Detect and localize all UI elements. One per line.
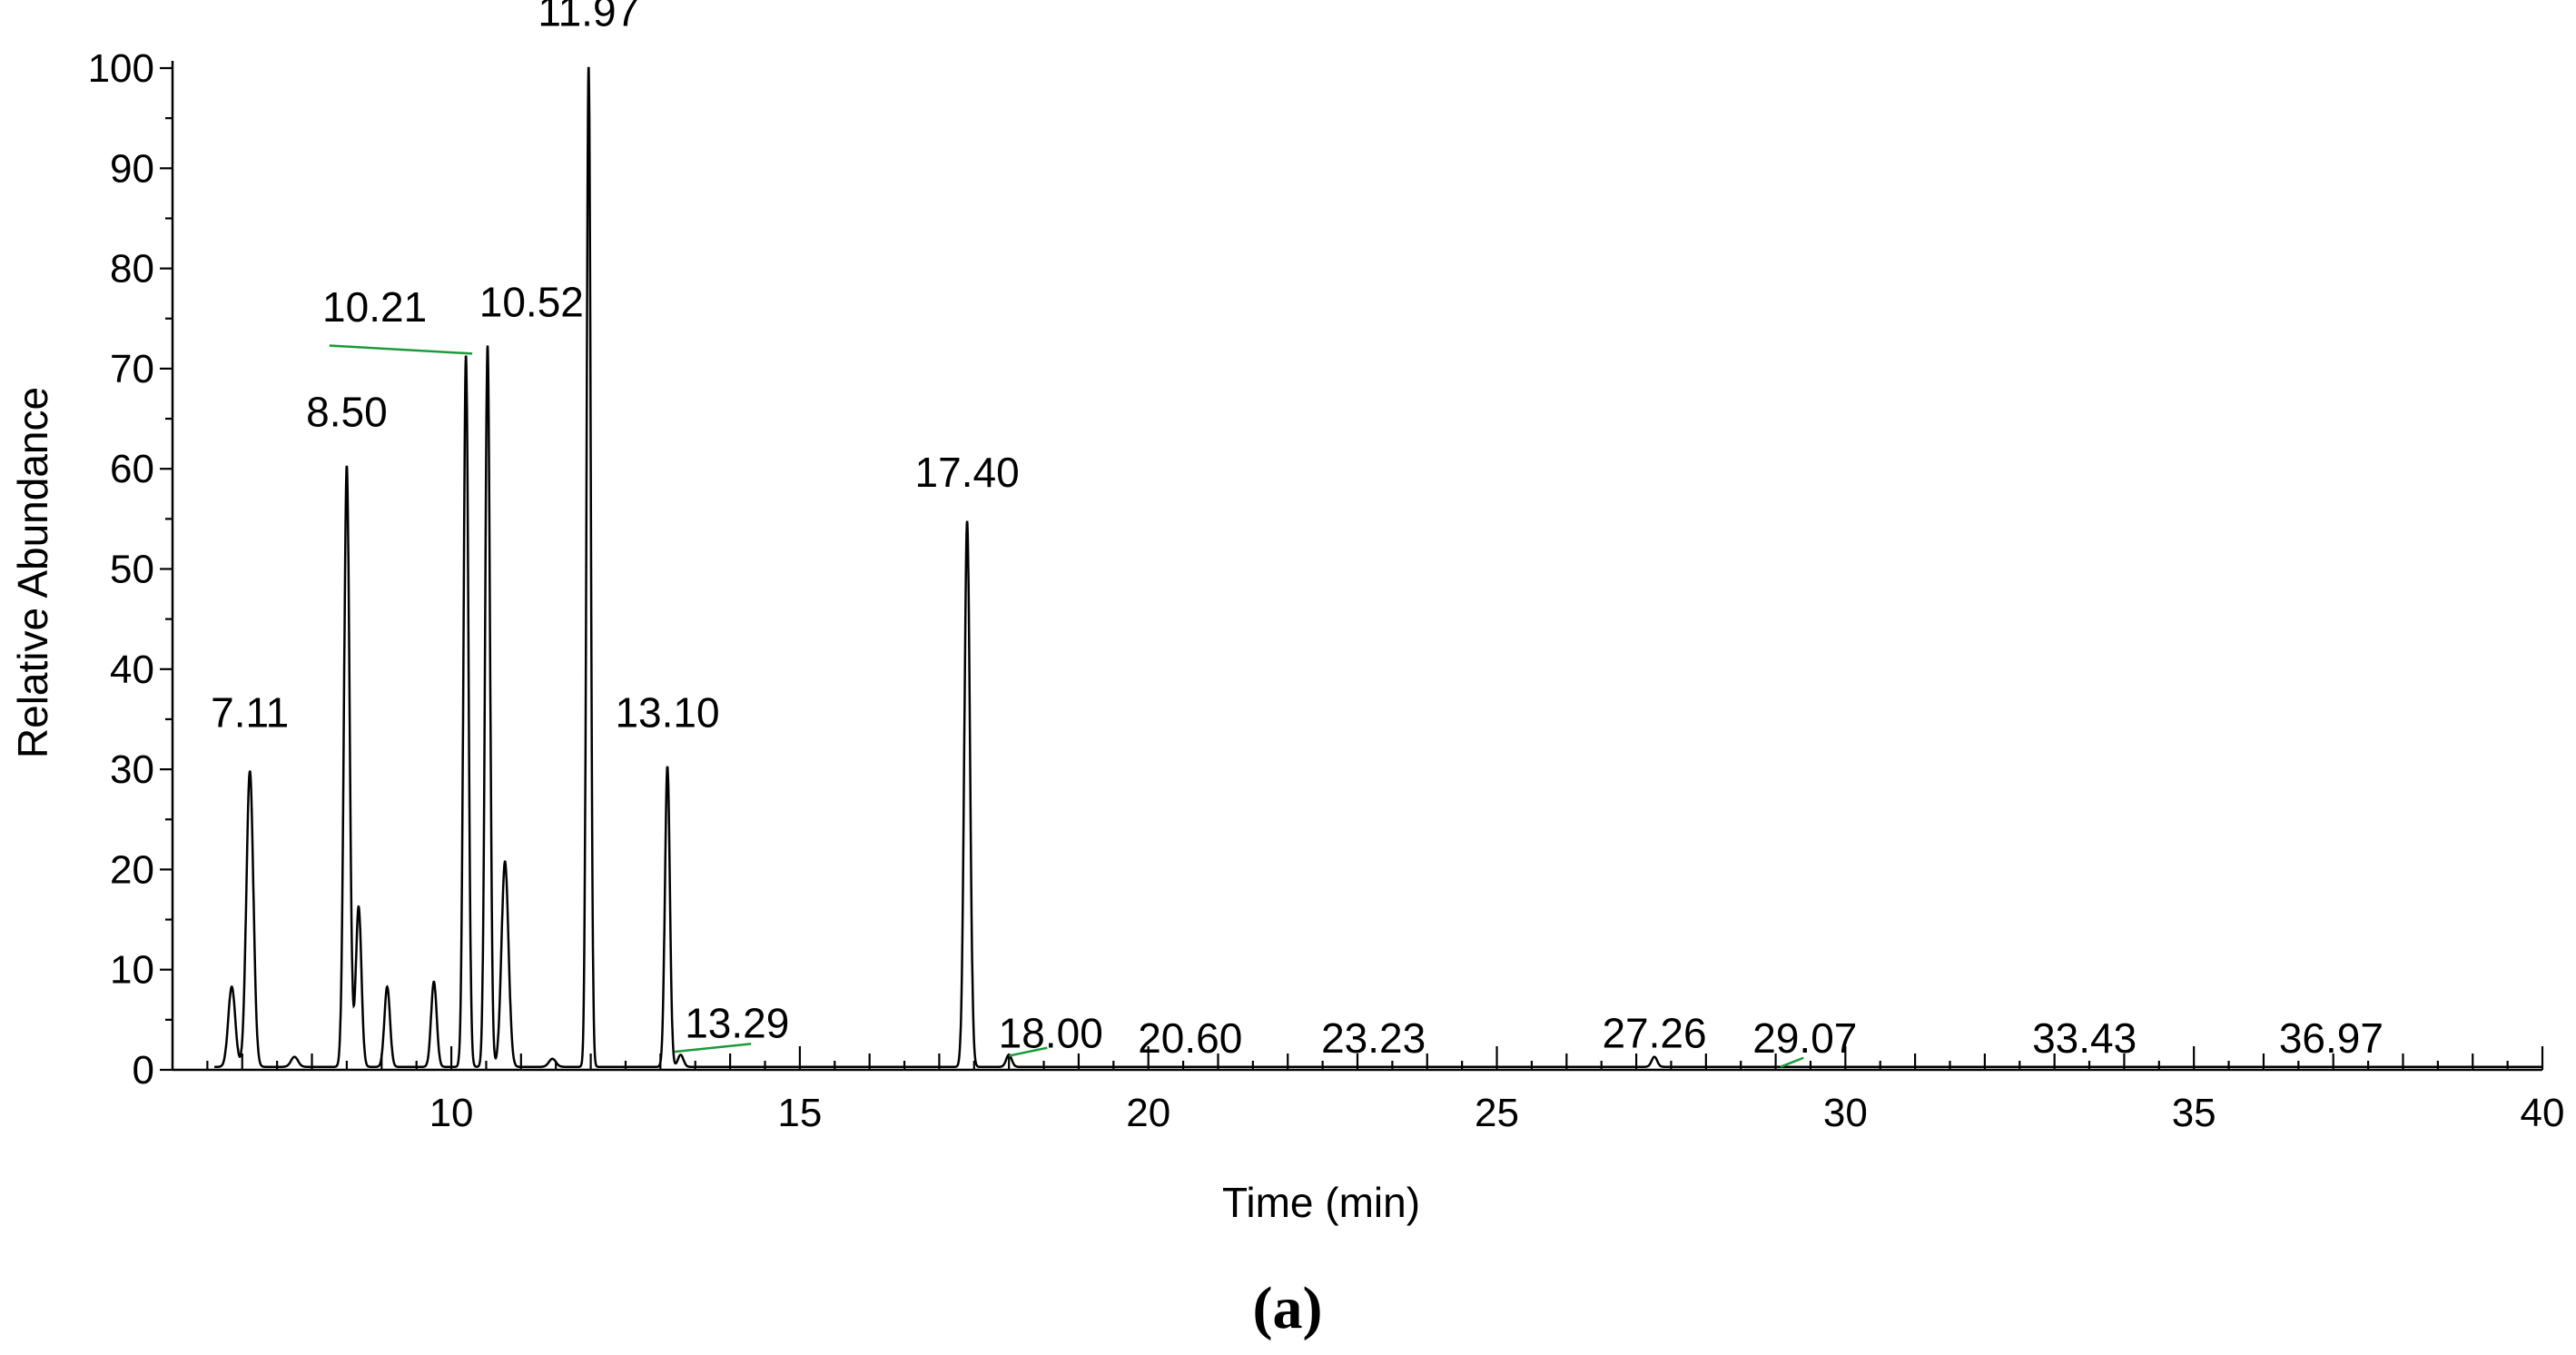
chromatogram-trace (214, 66, 2542, 1068)
peak-leader-line (329, 344, 473, 355)
y-tick-label: 90 (110, 146, 154, 191)
plot-area (214, 66, 2542, 1068)
x-tick-label: 20 (1126, 1091, 1170, 1135)
x-tick-label: 40 (2521, 1091, 2565, 1135)
y-tick-label: 40 (110, 648, 154, 692)
y-tick-label: 80 (110, 247, 154, 292)
y-axis-title: Relative Abundance (9, 387, 56, 758)
peak-label: 7.11 (211, 688, 289, 736)
peak-label: 36.97 (2279, 1014, 2384, 1062)
peak-leader-line (1780, 1056, 1804, 1068)
x-axis-title: Time (min) (1222, 1179, 1420, 1226)
y-tick-label: 20 (110, 847, 154, 892)
x-tick-label: 25 (1475, 1091, 1519, 1135)
peak-label: 20.60 (1138, 1014, 1242, 1062)
peak-label: 27.26 (1602, 1009, 1706, 1056)
peak-label: 8.50 (306, 389, 388, 436)
peak-leader-line (674, 1043, 752, 1053)
y-tick-label: 60 (110, 447, 154, 491)
peak-labels: 7.11 8.50 10.21 10.52 11.97 13.10 13.29 17.40 18… (211, 0, 2384, 1068)
peak-label: 29.07 (1752, 1014, 1857, 1062)
y-tick-label: 100 (88, 46, 154, 91)
peak-label: 17.40 (915, 449, 1020, 496)
x-tick-label: 15 (777, 1091, 822, 1135)
x-tick-label: 35 (2172, 1091, 2216, 1135)
y-axis: 0 10 20 30 40 50 60 70 80 90 100 (88, 46, 174, 1093)
peak-label: 23.23 (1321, 1014, 1426, 1062)
y-tick-label: 0 (133, 1048, 154, 1093)
peak-label: 10.52 (479, 278, 584, 325)
x-tick-label: 10 (429, 1091, 474, 1135)
x-tick-label: 30 (1823, 1091, 1868, 1135)
peak-label: 11.97 (538, 0, 639, 35)
peak-label: 18.00 (999, 1009, 1103, 1056)
y-tick-label: 70 (110, 347, 154, 391)
peak-label: 13.10 (615, 688, 719, 736)
peak-label: 13.29 (685, 999, 789, 1046)
peak-leader-line (1008, 1046, 1048, 1057)
y-tick-label: 30 (110, 747, 154, 792)
peak-label: 33.43 (2032, 1014, 2137, 1062)
figure-caption: (a) (1253, 1275, 1323, 1341)
peak-label: 10.21 (322, 283, 427, 331)
y-tick-label: 10 (110, 948, 154, 993)
x-axis: 10 15 20 25 30 35 40 (173, 1046, 2564, 1135)
y-tick-label: 50 (110, 548, 154, 592)
